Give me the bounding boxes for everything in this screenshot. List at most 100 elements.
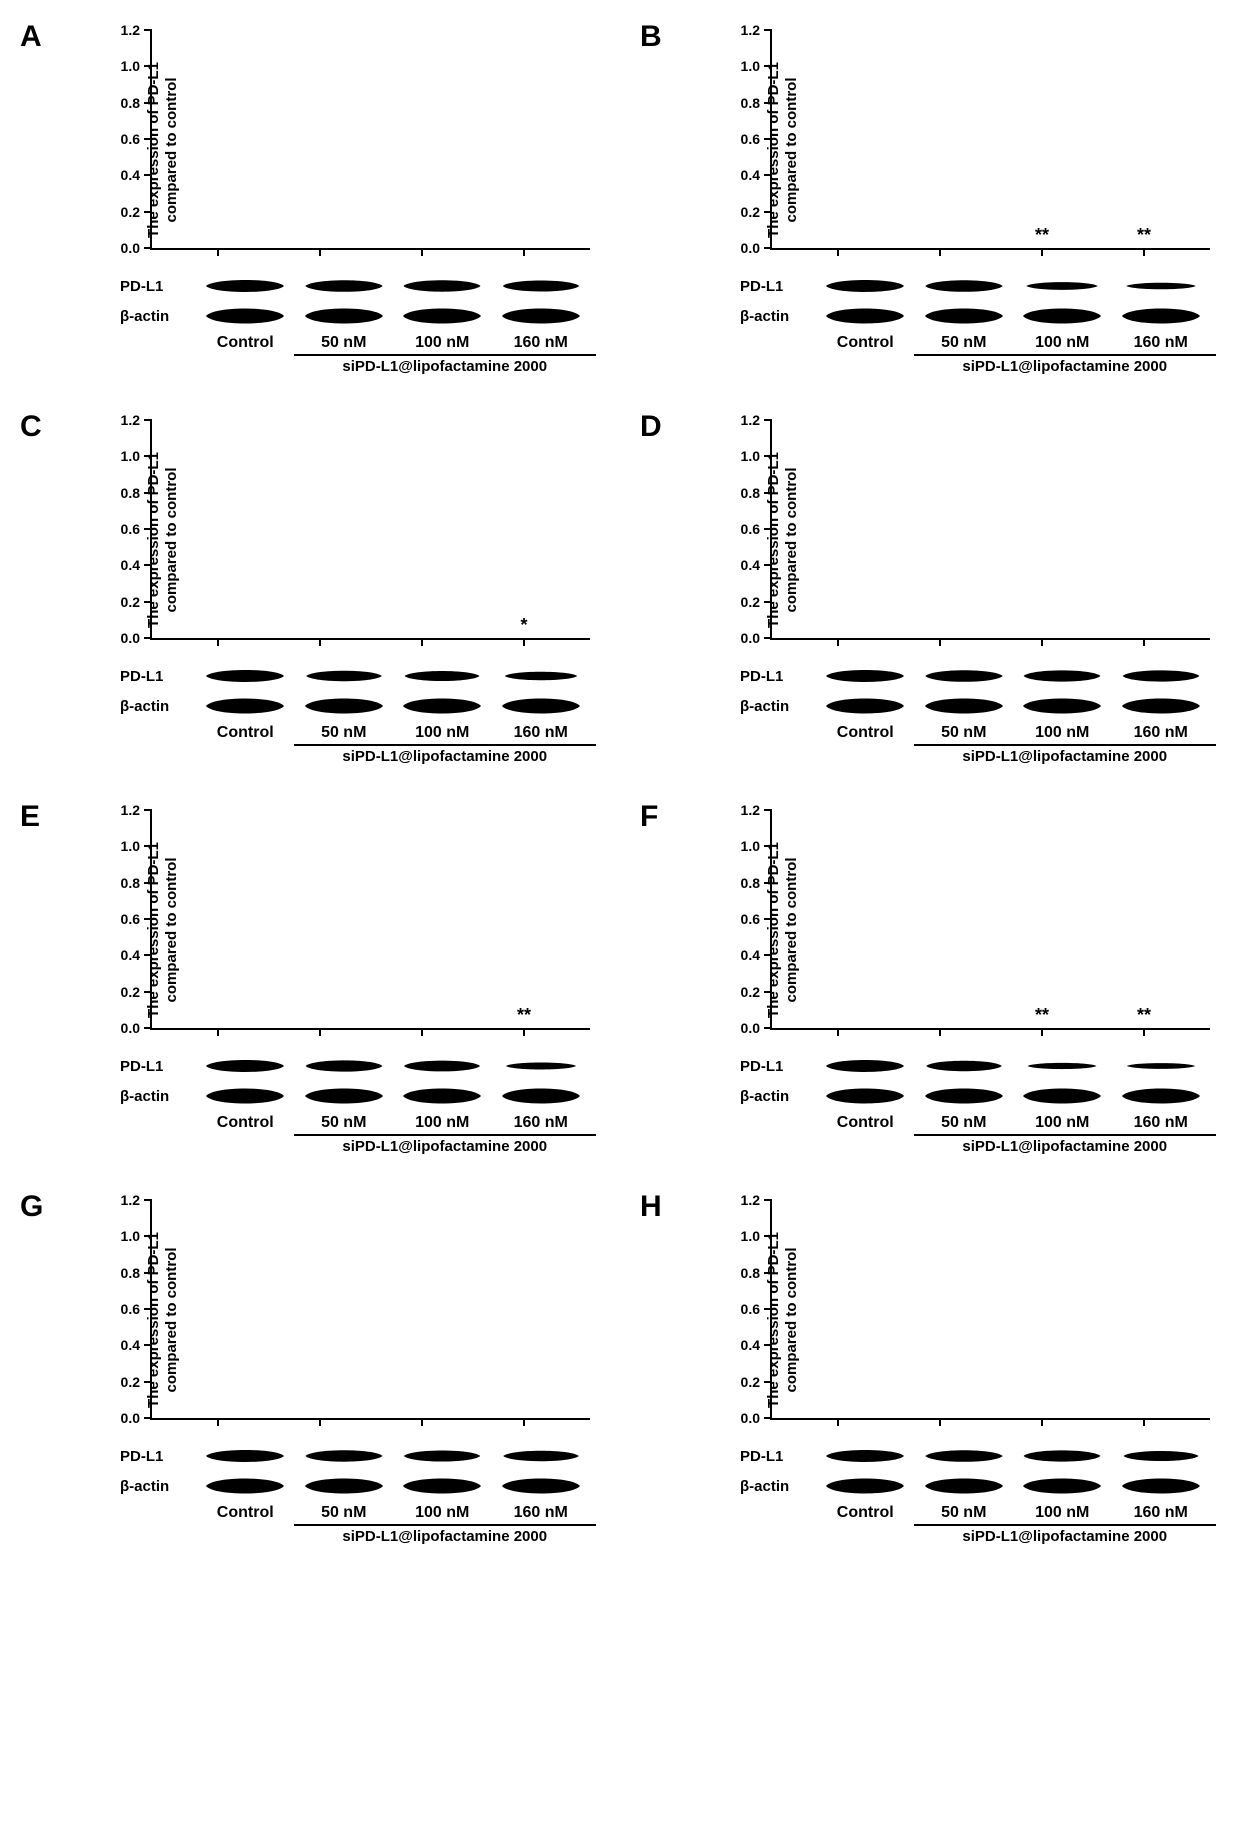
treatment-label: siPD-L1@lipofactamine 2000	[294, 748, 597, 765]
band-lane-set	[186, 664, 600, 688]
x-category-label: 50 nM	[920, 334, 1007, 352]
western-blot-row-actin: β-actin	[740, 1084, 1220, 1108]
y-tick-label: 1.0	[732, 58, 760, 74]
x-category-label: 50 nM	[300, 334, 387, 352]
y-tick-label: 0.6	[112, 911, 140, 927]
y-tick-label: 0.2	[732, 594, 760, 610]
y-tick	[764, 1199, 772, 1201]
treatment-bracket-line	[914, 1134, 1217, 1136]
bars-container	[772, 420, 1210, 638]
western-blot-row-pdl1: PD-L1	[120, 1054, 600, 1078]
y-tick	[144, 954, 152, 956]
y-tick	[144, 601, 152, 603]
below-chart: PD-L1β-actinControl50 nM100 nM160 nMsiPD…	[740, 664, 1220, 770]
x-category-label: 100 nM	[399, 1114, 486, 1132]
band-label-actin: β-actin	[120, 1478, 186, 1495]
y-tick-label: 0.6	[112, 131, 140, 147]
band-label-pdl1: PD-L1	[120, 668, 186, 685]
panel-d: DThe expression of PD-L1compared to cont…	[640, 410, 1220, 770]
treatment-bracket-row: siPD-L1@lipofactamine 2000	[120, 1134, 600, 1160]
y-tick-label: 0.2	[732, 984, 760, 1000]
y-tick	[144, 1235, 152, 1237]
x-category-label: Control	[822, 1114, 909, 1132]
y-tick	[764, 1308, 772, 1310]
bar-chart: The expression of PD-L1compared to contr…	[120, 420, 600, 660]
x-category-label: 100 nM	[1019, 1504, 1106, 1522]
y-tick-label: 0.0	[112, 630, 140, 646]
y-tick-label: 0.6	[732, 131, 760, 147]
y-tick-label: 0.0	[112, 1020, 140, 1036]
y-tick	[144, 455, 152, 457]
x-category-label: 160 nM	[1117, 334, 1204, 352]
western-blot-row-pdl1: PD-L1	[740, 664, 1220, 688]
western-blot-row-actin: β-actin	[740, 1474, 1220, 1498]
x-category-label: 100 nM	[399, 334, 486, 352]
x-category-label: 50 nM	[300, 1114, 387, 1132]
y-tick	[764, 455, 772, 457]
plot-area: 0.00.20.40.60.81.01.2	[150, 1200, 590, 1420]
y-tick-label: 1.0	[732, 448, 760, 464]
y-tick-label: 0.2	[112, 204, 140, 220]
band-label-pdl1: PD-L1	[120, 278, 186, 295]
panel-letter: B	[640, 20, 662, 54]
bar-chart: The expression of PD-L1compared to contr…	[740, 1200, 1220, 1440]
significance-marker: **	[1035, 225, 1049, 246]
treatment-label: siPD-L1@lipofactamine 2000	[294, 1138, 597, 1155]
bars-container	[152, 30, 590, 248]
band-label-actin: β-actin	[740, 698, 806, 715]
band-lane-set	[806, 304, 1220, 328]
bars-container: **	[152, 810, 590, 1028]
western-blot-row-pdl1: PD-L1	[120, 274, 600, 298]
y-tick-label: 0.0	[732, 1020, 760, 1036]
y-tick	[764, 1417, 772, 1419]
band-lane-set	[186, 1054, 600, 1078]
x-category-label: 50 nM	[300, 724, 387, 742]
panel-c: CThe expression of PD-L1compared to cont…	[20, 410, 600, 770]
y-tick	[764, 637, 772, 639]
plot-area: 0.00.20.40.60.81.01.2*	[150, 420, 590, 640]
band-lane-set	[186, 1474, 600, 1498]
significance-marker: **	[1137, 225, 1151, 246]
below-chart: PD-L1β-actinControl50 nM100 nM160 nMsiPD…	[120, 664, 600, 770]
x-category-label: 160 nM	[1117, 1114, 1204, 1132]
band-label-actin: β-actin	[740, 1478, 806, 1495]
y-tick	[144, 247, 152, 249]
x-category-label: 160 nM	[497, 1504, 584, 1522]
treatment-bracket-line	[294, 1524, 597, 1526]
band-label-pdl1: PD-L1	[740, 1448, 806, 1465]
y-tick-label: 1.0	[732, 1228, 760, 1244]
band-lane-set	[806, 1054, 1220, 1078]
x-labels-row: Control50 nM100 nM160 nM	[740, 1114, 1220, 1132]
bars-container: *	[152, 420, 590, 638]
band-lane-set	[806, 1444, 1220, 1468]
y-tick-label: 0.4	[112, 167, 140, 183]
panel-b: BThe expression of PD-L1compared to cont…	[640, 20, 1220, 380]
y-tick-label: 0.8	[112, 875, 140, 891]
y-tick	[144, 991, 152, 993]
y-tick	[764, 564, 772, 566]
y-tick-label: 0.0	[732, 1410, 760, 1426]
y-tick-label: 0.4	[732, 167, 760, 183]
treatment-bracket-row: siPD-L1@lipofactamine 2000	[120, 354, 600, 380]
x-category-label: Control	[202, 1114, 289, 1132]
treatment-bracket-line	[294, 1134, 597, 1136]
y-tick-label: 0.6	[112, 1301, 140, 1317]
y-tick-label: 0.4	[112, 1337, 140, 1353]
panel-h: HThe expression of PD-L1compared to cont…	[640, 1190, 1220, 1550]
y-tick-label: 0.2	[732, 204, 760, 220]
below-chart: PD-L1β-actinControl50 nM100 nM160 nMsiPD…	[740, 274, 1220, 380]
y-tick-label: 1.0	[112, 838, 140, 854]
y-tick	[764, 247, 772, 249]
y-tick-label: 1.0	[112, 448, 140, 464]
y-tick	[144, 564, 152, 566]
western-blot-row-actin: β-actin	[740, 694, 1220, 718]
y-tick	[144, 882, 152, 884]
x-category-label: 160 nM	[497, 1114, 584, 1132]
y-tick	[764, 492, 772, 494]
y-tick	[764, 954, 772, 956]
y-tick-label: 0.6	[732, 1301, 760, 1317]
band-lane-set	[186, 274, 600, 298]
x-category-label: 50 nM	[920, 1504, 1007, 1522]
y-tick-label: 1.2	[112, 412, 140, 428]
x-labels-row: Control50 nM100 nM160 nM	[120, 724, 600, 742]
